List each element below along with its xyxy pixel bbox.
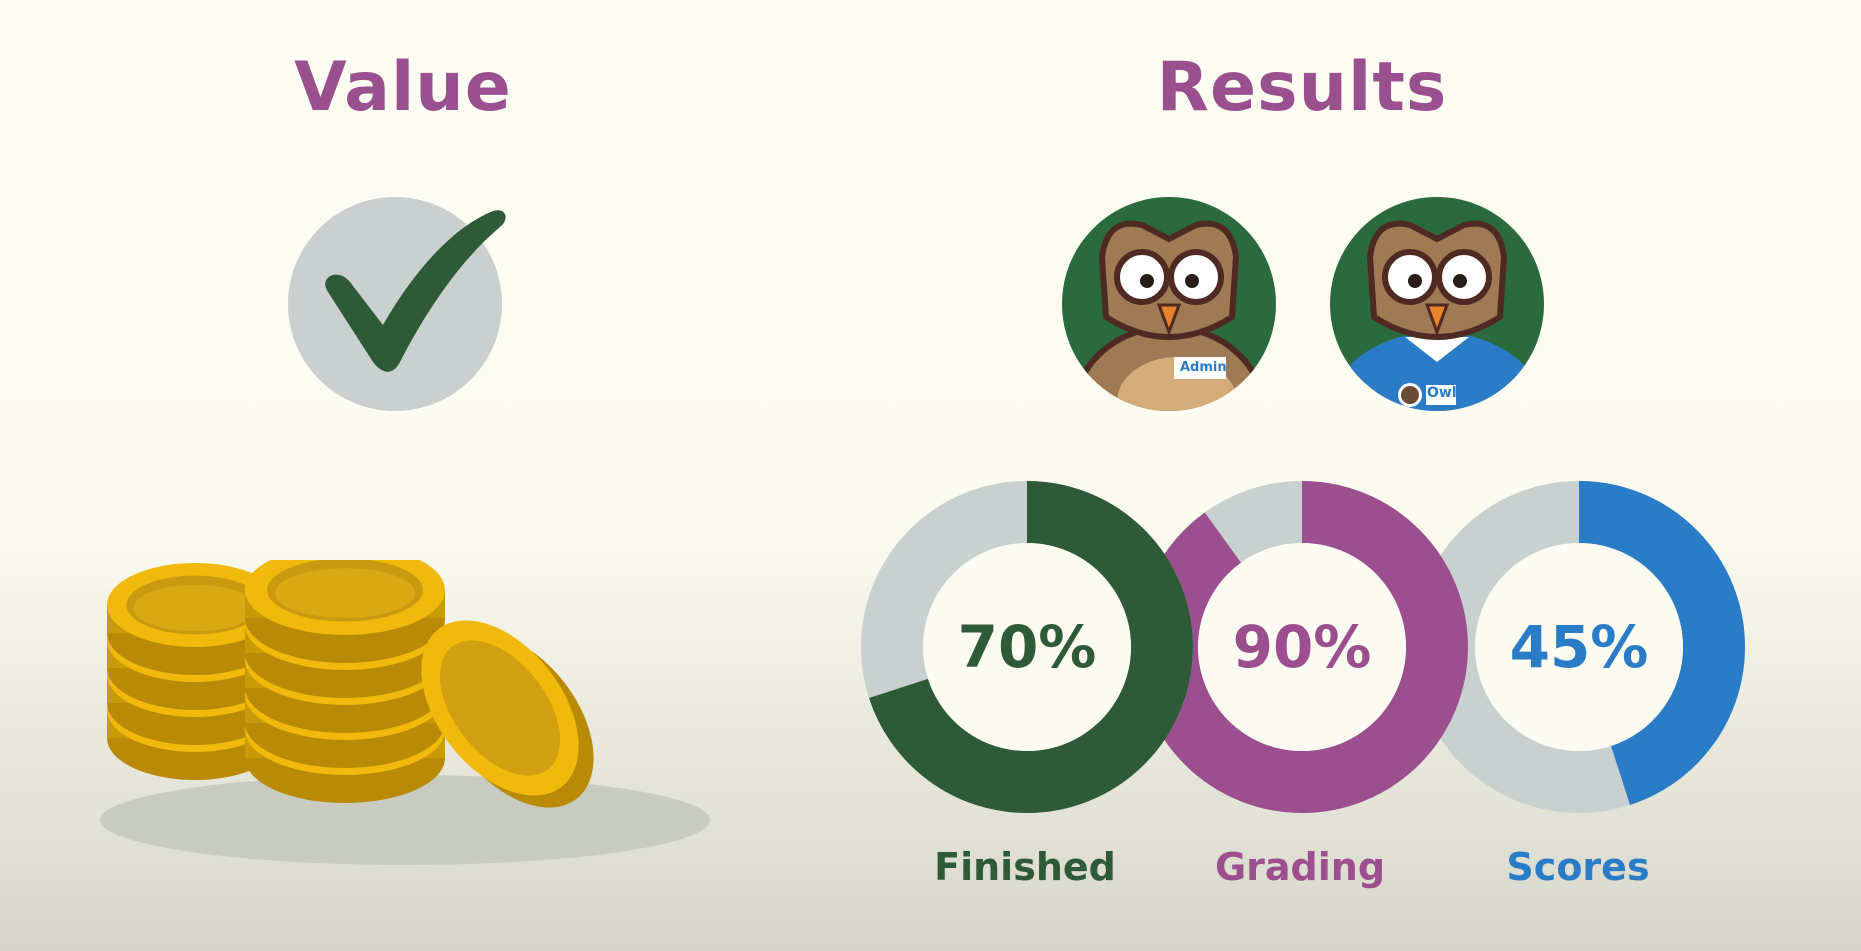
checkmark-icon [288, 197, 506, 411]
donut-finished [861, 481, 1193, 813]
scores-label: Scores [1506, 845, 1650, 889]
grading-percent: 90% [1232, 613, 1372, 681]
admin-badge: Admin [1180, 360, 1227, 375]
grading-label: Grading [1214, 845, 1386, 889]
finished-percent: 70% [957, 613, 1097, 681]
donut-center [1198, 543, 1406, 751]
coin [245, 560, 445, 663]
tilted-coin [421, 620, 594, 808]
results-title: Results [1156, 48, 1448, 127]
coin [107, 563, 283, 675]
donut-value-arc [1413, 481, 1745, 813]
donut-center [923, 543, 1131, 751]
scores-percent: 45% [1509, 613, 1649, 681]
value-title: Value [294, 48, 512, 127]
owl-admin-avatar: Admin [1062, 197, 1276, 415]
owl-employee-avatar: OwlCo [1330, 197, 1544, 415]
owlco-badge: OwlCo [1427, 385, 1477, 401]
finished-label: Finished [934, 845, 1116, 889]
donut-center [1475, 543, 1683, 751]
donut-value-arc [861, 481, 1193, 813]
gold-coins-icon [100, 560, 710, 865]
